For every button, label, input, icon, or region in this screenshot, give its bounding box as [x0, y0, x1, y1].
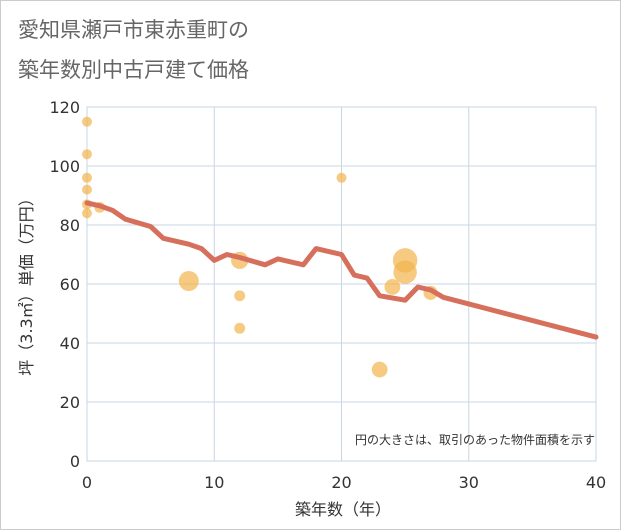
- bubble-point: [234, 322, 246, 334]
- y-tick-label: 20: [60, 393, 80, 412]
- bubble-point: [393, 260, 417, 284]
- bubble-series: [82, 116, 438, 378]
- y-tick-label: 0: [70, 452, 80, 471]
- y-tick-label: 80: [60, 216, 80, 235]
- x-axis-label: 築年数（年）: [295, 500, 391, 519]
- trend-line-group: [84, 200, 599, 340]
- x-tick-label: 0: [82, 473, 92, 492]
- bubble-point: [82, 184, 92, 195]
- chart-title-line2: 築年数別中古戸建て価格: [18, 58, 249, 82]
- x-tick-label: 40: [586, 473, 606, 492]
- x-tick-label: 10: [204, 473, 224, 492]
- bubble-point: [234, 290, 246, 302]
- y-tick-label: 60: [60, 275, 80, 294]
- bubble-point: [178, 271, 199, 292]
- chart-title-line1: 愛知県瀬戸市東赤重町の: [18, 18, 249, 42]
- y-tick-label: 120: [49, 98, 80, 117]
- bubble-point: [82, 172, 92, 183]
- y-axis-label: 坪（3.3㎡）単価（万円）: [17, 190, 36, 375]
- bubble-point: [82, 149, 92, 160]
- axes: 0 10 20 30 40 0 20 40 60 80 100 120: [49, 98, 606, 492]
- x-tick-label: 20: [331, 473, 351, 492]
- bubble-point: [371, 361, 388, 378]
- x-tick-label: 30: [459, 473, 479, 492]
- bubble-point: [82, 116, 92, 127]
- bubble-point: [384, 279, 401, 295]
- y-tick-label: 100: [49, 157, 80, 176]
- bubble-point: [82, 208, 92, 219]
- grid-lines: [86, 106, 597, 462]
- bubble-size-note: 円の大きさは、取引のあった物件面積を示す: [355, 432, 595, 447]
- y-tick-label: 40: [60, 334, 80, 353]
- bubble-point: [336, 172, 347, 183]
- trend-line: [84, 200, 599, 340]
